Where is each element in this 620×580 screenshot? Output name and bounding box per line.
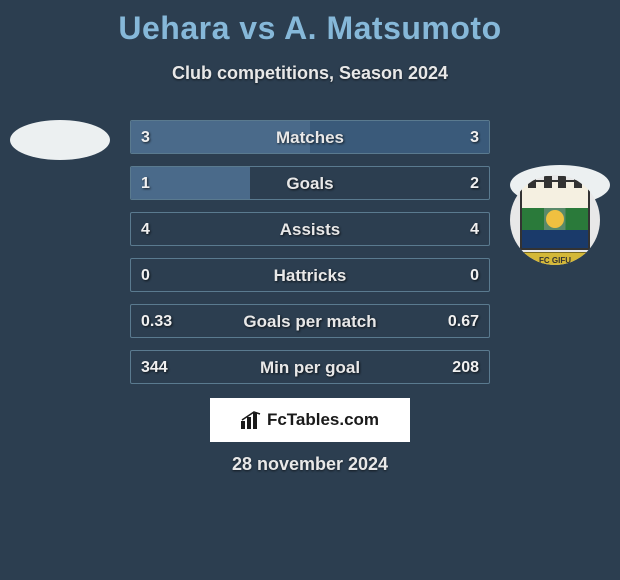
footer-logo: FcTables.com xyxy=(210,398,410,442)
stat-label: Matches xyxy=(131,121,489,154)
stat-row: Assists4 4 xyxy=(130,212,490,246)
stat-value-left: 344 xyxy=(141,351,168,384)
stat-row: Goals1 2 xyxy=(130,166,490,200)
stat-value-left: 3 xyxy=(141,121,150,154)
stat-value-right: 2 xyxy=(470,167,479,200)
stat-value-right: 0 xyxy=(470,259,479,292)
stat-value-left: 0 xyxy=(141,259,150,292)
stat-row: Goals per match0.33 0.67 xyxy=(130,304,490,338)
avatar-placeholder-icon xyxy=(10,120,110,160)
stat-label: Hattricks xyxy=(131,259,489,292)
club-crest: FC GIFU xyxy=(510,175,600,265)
stat-value-left: 0.33 xyxy=(141,305,172,338)
stat-label: Min per goal xyxy=(131,351,489,384)
stats-comparison: Matches3 3 Goals1 2 Assists4 4 Hattricks0 0 Goal… xyxy=(130,120,490,396)
footer-logo-text: FcTables.com xyxy=(267,410,379,430)
page-subtitle: Club competitions, Season 2024 xyxy=(0,63,620,84)
crest-water-icon xyxy=(520,230,590,250)
stat-value-right: 3 xyxy=(470,121,479,154)
stat-label: Assists xyxy=(131,213,489,246)
player-left-avatar xyxy=(10,110,110,210)
crest-ribbon: FC GIFU xyxy=(510,252,600,265)
stat-label: Goals per match xyxy=(131,305,489,338)
crest-mountain-icon xyxy=(520,208,590,230)
stat-value-right: 208 xyxy=(452,351,479,384)
crest-sun-icon xyxy=(546,210,564,228)
stat-value-right: 0.67 xyxy=(448,305,479,338)
stat-row: Hattricks0 0 xyxy=(130,258,490,292)
chart-bars-icon xyxy=(241,411,263,429)
stat-row: Matches3 3 xyxy=(130,120,490,154)
footer-date: 28 november 2024 xyxy=(0,454,620,475)
crest-castle-icon xyxy=(520,180,590,208)
stat-row: Min per goal344 208 xyxy=(130,350,490,384)
stat-value-left: 1 xyxy=(141,167,150,200)
page-title: Uehara vs A. Matsumoto xyxy=(0,0,620,47)
stat-label: Goals xyxy=(131,167,489,200)
stat-value-right: 4 xyxy=(470,213,479,246)
stat-value-left: 4 xyxy=(141,213,150,246)
